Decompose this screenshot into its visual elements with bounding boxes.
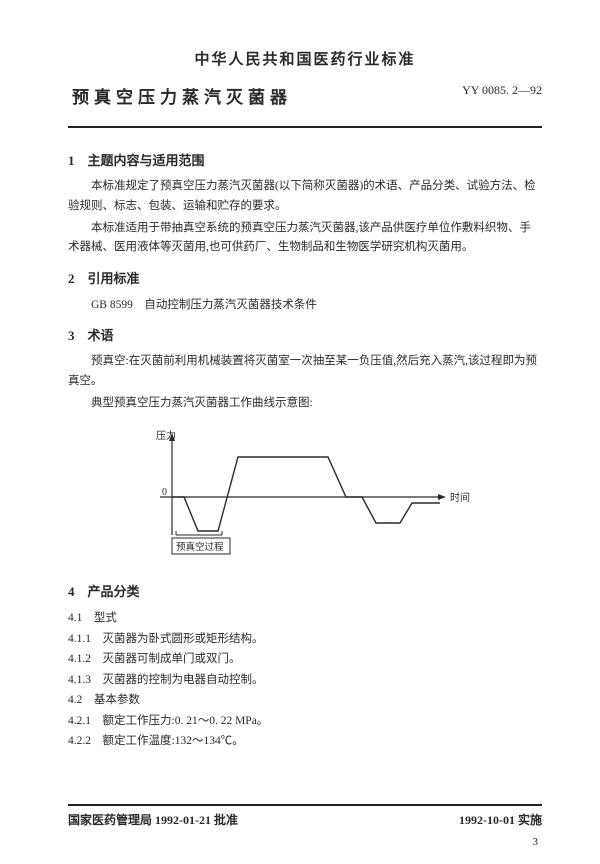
- chart-origin-label: 0: [162, 487, 167, 498]
- chart-svg: 压力 0 时间 预真空过程: [140, 423, 480, 563]
- standard-code: YY 0085. 2—92: [462, 83, 542, 98]
- footer-row: 国家医药管理局 1992-01-21 批准 1992-10-01 实施: [68, 811, 542, 828]
- clause-4-1: 4.1 型式: [68, 608, 542, 628]
- section-2-reference: GB 8599 自动控制压力蒸汽灭菌器技术条件: [91, 295, 542, 315]
- section-3-para-2: 典型预真空压力蒸汽灭菌器工作曲线示意图:: [68, 394, 542, 414]
- section-1-heading: 1 主题内容与适用范围: [68, 150, 542, 169]
- footer-rule: [68, 804, 542, 806]
- clause-4-1-1: 4.1.1 灭菌器为卧式圆形或矩形结构。: [68, 629, 542, 649]
- chart-curve: [172, 457, 440, 531]
- clause-4-1-2: 4.1.2 灭菌器可制成单门或双门。: [68, 649, 542, 669]
- chart-xlabel: 时间: [450, 491, 470, 504]
- chart-xarrow-icon: [438, 494, 446, 500]
- clause-4-2-1: 4.2.1 额定工作压力:0. 21～0. 22 MPa。: [68, 711, 542, 731]
- clause-4-2: 4.2 基本参数: [68, 690, 542, 710]
- footer-approval: 国家医药管理局 1992-01-21 批准: [68, 811, 238, 828]
- title-row: 预真空压力蒸汽灭菌器 YY 0085. 2—92: [68, 83, 542, 108]
- page-footer: 国家医药管理局 1992-01-21 批准 1992-10-01 实施: [68, 804, 542, 828]
- chart-box-label: 预真空过程: [176, 541, 224, 553]
- issuing-org: 中华人民共和国医药行业标准: [68, 48, 542, 69]
- section-1-para-2: 本标准适用于带抽真空系统的预真空压力蒸汽灭菌器,该产品供医疗单位作敷料织物、手术…: [68, 219, 542, 259]
- section-3-heading: 3 术语: [68, 325, 542, 344]
- section-3-para-1: 预真空:在灭菌前利用机械装置将灭菌室一次抽至某一负压值,然后充入蒸汽,该过程即为…: [68, 352, 542, 392]
- section-4-heading: 4 产品分类: [68, 581, 542, 600]
- footer-effective: 1992-10-01 实施: [459, 811, 542, 828]
- clause-4-1-3: 4.1.3 灭菌器的控制为电器自动控制。: [68, 670, 542, 690]
- pressure-time-chart: 压力 0 时间 预真空过程: [140, 423, 542, 567]
- header-rule: [68, 126, 542, 128]
- document-title: 预真空压力蒸汽灭菌器: [72, 83, 292, 108]
- section-1-para-1: 本标准规定了预真空压力蒸汽灭菌器(以下简称灭菌器)的术语、产品分类、试验方法、检…: [68, 177, 542, 217]
- page-number: 3: [533, 836, 539, 848]
- section-2-heading: 2 引用标准: [68, 268, 542, 287]
- document-header: 中华人民共和国医药行业标准 预真空压力蒸汽灭菌器 YY 0085. 2—92: [68, 48, 542, 108]
- clause-4-2-2: 4.2.2 额定工作温度:132～134℃。: [68, 731, 542, 751]
